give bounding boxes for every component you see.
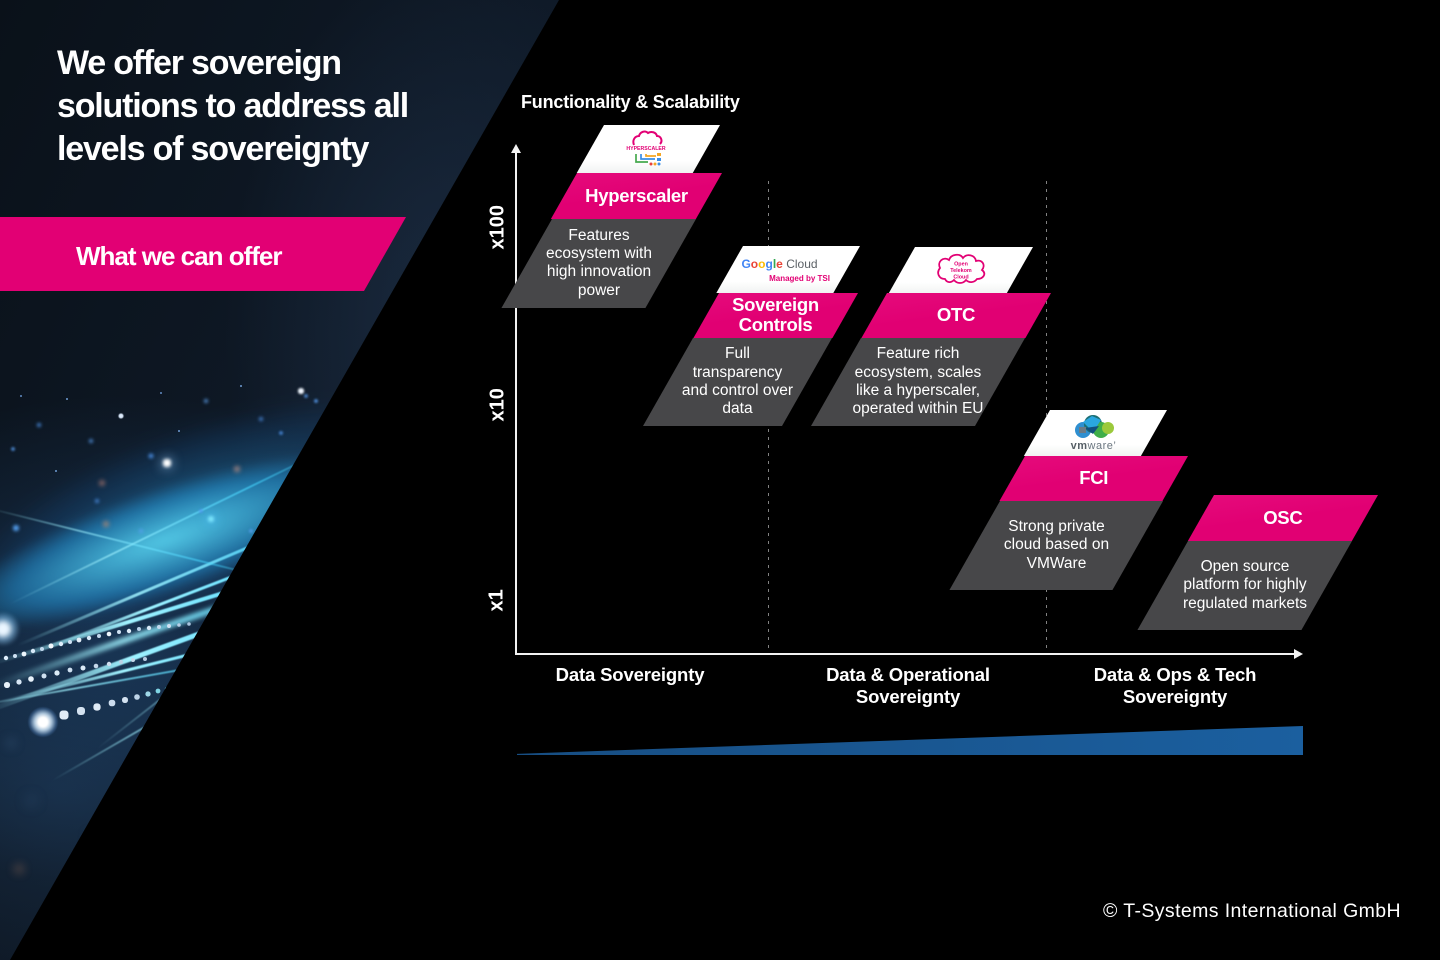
svg-text:Telekom: Telekom [950,268,972,274]
svg-text:Cloud: Cloud [953,274,968,280]
svg-text:Open: Open [954,261,968,267]
svg-text:HYPERSCALER: HYPERSCALER [626,146,665,152]
